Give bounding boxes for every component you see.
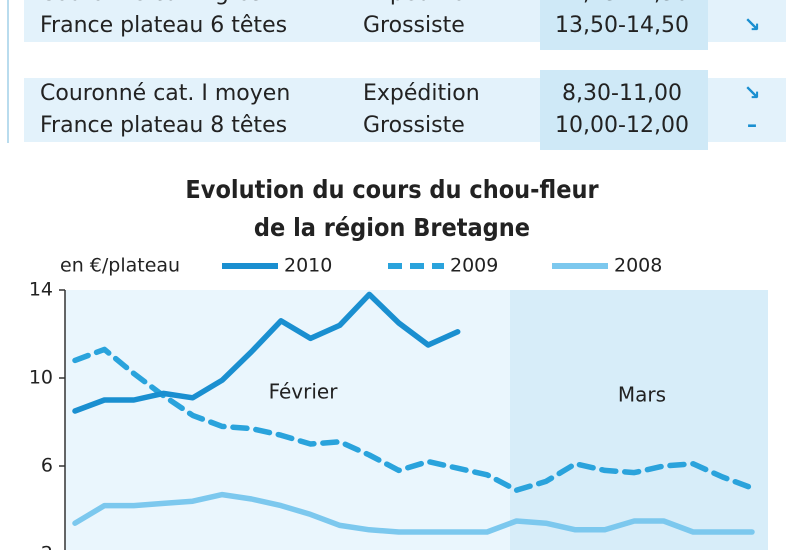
stage: Expédition (363, 0, 480, 6)
price: 8,30-11,00 (562, 81, 682, 106)
price: 11,25-12,50 (555, 0, 689, 6)
chart-title: de la région Bretagne (254, 213, 530, 242)
y-tick-label: 14 (29, 279, 53, 301)
y-tick-label: 10 (29, 367, 53, 389)
series-line (72, 291, 461, 414)
legend-label: 2010 (284, 255, 332, 277)
stage: Grossiste (363, 113, 465, 138)
product: France plateau 8 têtes (40, 113, 287, 138)
price-band (540, 70, 708, 150)
trend: ↘ (744, 13, 761, 37)
chart: Evolution du cours du chou-fleur de la ré… (29, 175, 768, 554)
legend-label: 2008 (614, 255, 662, 277)
legend-label: 2009 (450, 255, 498, 277)
price-table: Couronné cat. I gros Expédition 11,25-12,5… (24, 0, 786, 150)
y-tick-label: 6 (41, 455, 53, 477)
chart-title: Evolution du cours du chou-fleur (185, 175, 599, 204)
product: France plateau 6 têtes (40, 13, 287, 38)
annotation: Février (269, 380, 339, 404)
stage: Grossiste (363, 13, 465, 38)
series-line (72, 346, 755, 493)
series-line (72, 491, 755, 535)
y-tick-label: 2 (41, 543, 53, 551)
trend: ↘ (744, 81, 761, 105)
trend: – (747, 113, 757, 137)
price: 10,00-12,00 (555, 113, 689, 138)
product: Couronné cat. I moyen (40, 81, 290, 106)
price-band (540, 0, 708, 50)
trend: ↘ (744, 0, 761, 5)
product: Couronné cat. I gros (40, 0, 262, 6)
unit-label: en €/plateau (60, 255, 180, 277)
annotation: Mars (618, 383, 666, 407)
stage: Expédition (363, 81, 480, 106)
price: 13,50-14,50 (555, 13, 689, 38)
month-band (510, 290, 768, 554)
